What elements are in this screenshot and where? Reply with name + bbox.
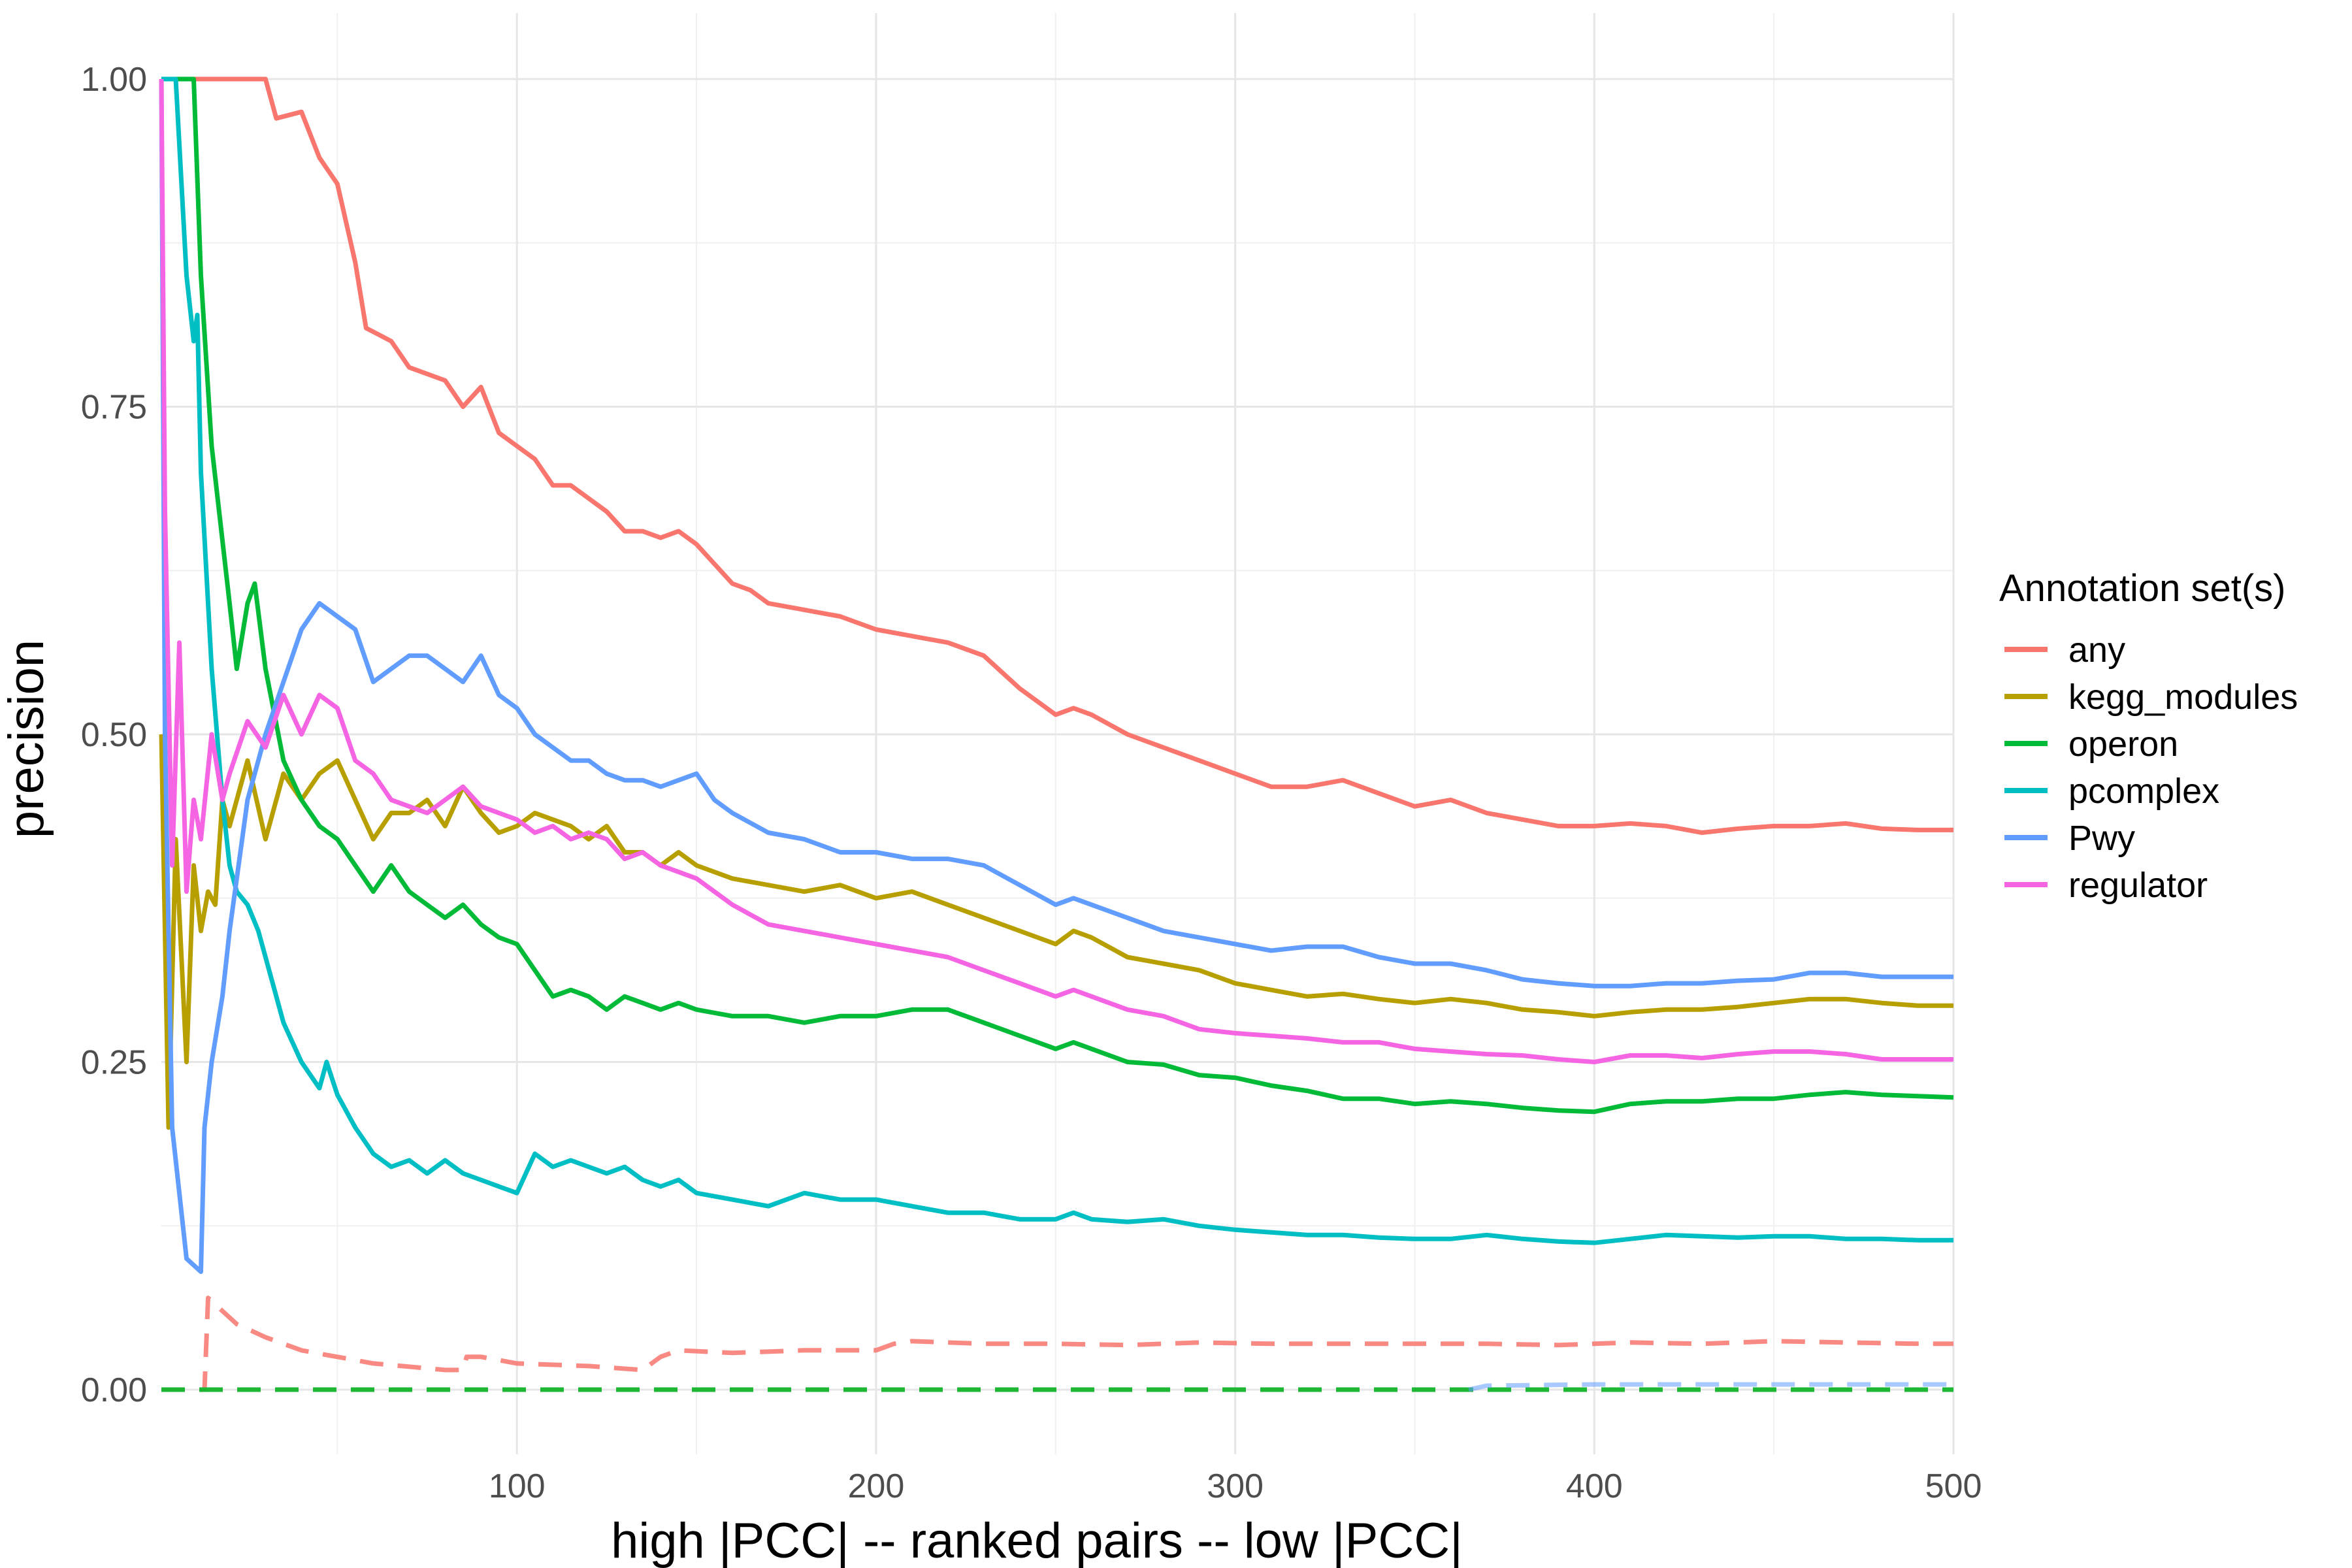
legend-label: Pwy (2068, 819, 2135, 858)
y-tick-label: 1.00 (81, 61, 147, 99)
legend-title: Annotation set(s) (1999, 567, 2285, 610)
legend-item: operon (2004, 725, 2178, 764)
series-lines (159, 76, 1954, 1392)
legend-label: kegg_modules (2068, 678, 2298, 717)
x-tick-label: 500 (1925, 1467, 1982, 1505)
x-tick-label: 300 (1207, 1467, 1264, 1505)
baseline-series-line-dashed (161, 1296, 1953, 1392)
kegg-modules-series-line (159, 734, 1953, 1130)
x-tick-label: 100 (489, 1467, 546, 1505)
y-tick-label: 0.00 (81, 1371, 147, 1409)
operon-series-line (161, 76, 1954, 1115)
x-tick-label: 200 (848, 1467, 905, 1505)
y-axis-tick-labels: 0.00 0.25 0.50 0.75 1.00 (81, 61, 147, 1409)
legend-item: Pwy (2004, 819, 2135, 858)
legend-item: pcomplex (2004, 772, 2219, 811)
legend-label: operon (2068, 725, 2178, 764)
major-gridlines (161, 13, 1955, 1454)
y-tick-label: 0.25 (81, 1044, 147, 1082)
x-axis-tick-labels: 100 200 300 400 500 (489, 1467, 1982, 1505)
baseline-series-line-dashed (1468, 1382, 1953, 1392)
pwy-series-line (159, 78, 1953, 1274)
any-series-line (161, 76, 1953, 835)
legend-label: any (2068, 630, 2125, 670)
y-tick-label: 0.50 (81, 716, 147, 754)
legend-label: regulator (2068, 866, 2208, 905)
x-tick-label: 400 (1566, 1467, 1623, 1505)
x-axis-title: high |PCC| -- ranked pairs -- low |PCC| (611, 1513, 1463, 1568)
pcomplex-series-line (161, 76, 1953, 1245)
y-axis-title: precision (0, 640, 54, 838)
legend-item: any (2004, 630, 2125, 670)
y-tick-label: 0.75 (81, 389, 147, 427)
legend-item: kegg_modules (2004, 678, 2298, 717)
regulator-series-line (159, 78, 1953, 1064)
legend-label: pcomplex (2068, 772, 2219, 811)
legend-item: regulator (2004, 866, 2208, 905)
